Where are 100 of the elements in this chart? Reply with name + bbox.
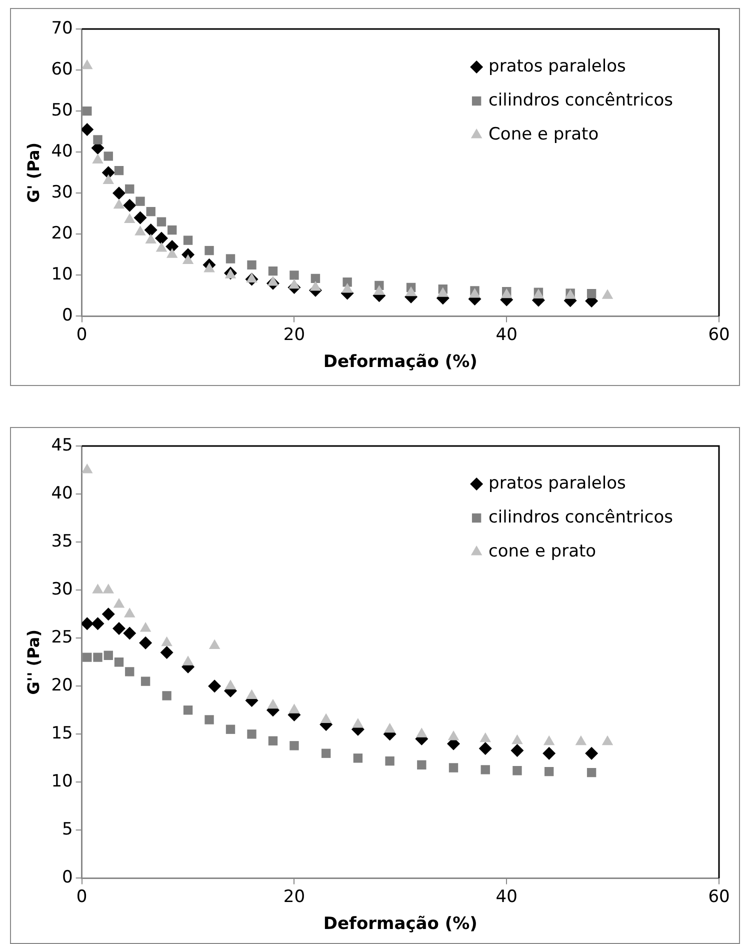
- point: [352, 718, 364, 728]
- legend-label: cone e prato: [488, 541, 596, 562]
- point: [602, 289, 614, 299]
- point: [112, 622, 126, 635]
- x-tick-label: 0: [76, 886, 88, 907]
- point: [384, 722, 396, 733]
- point: [102, 584, 114, 594]
- x-tick-label: 60: [708, 324, 730, 345]
- y-tick-label: 25: [51, 628, 73, 648]
- point: [204, 262, 215, 272]
- point: [145, 234, 156, 244]
- y-tick-label: 15: [51, 724, 73, 744]
- point: [140, 676, 150, 686]
- point: [510, 744, 524, 757]
- x-axis-title: Deformação (%): [323, 352, 478, 372]
- point: [102, 608, 115, 621]
- point: [544, 766, 554, 776]
- point: [146, 206, 156, 216]
- point: [417, 760, 426, 770]
- point: [480, 765, 490, 774]
- point: [310, 274, 320, 284]
- point: [586, 768, 596, 778]
- point: [102, 174, 114, 184]
- point: [82, 464, 93, 474]
- point: [575, 735, 587, 746]
- point: [82, 617, 94, 630]
- point: [342, 283, 353, 293]
- point: [92, 584, 104, 594]
- point: [123, 198, 136, 212]
- point: [448, 763, 458, 772]
- y-tick-label: 70: [51, 18, 73, 38]
- point: [82, 652, 92, 662]
- y-tick-label: 60: [51, 59, 73, 80]
- point: [113, 598, 125, 608]
- point: [353, 754, 363, 763]
- point: [182, 254, 194, 264]
- point: [385, 756, 394, 766]
- point: [267, 698, 279, 709]
- y-tick-label: 20: [51, 224, 73, 244]
- point: [290, 270, 299, 280]
- y-tick-label: 10: [51, 772, 73, 792]
- point: [102, 166, 115, 180]
- point: [139, 636, 152, 650]
- point: [247, 730, 256, 739]
- point: [288, 704, 300, 714]
- y-tick-label: 30: [51, 579, 73, 600]
- point: [82, 123, 94, 136]
- point: [104, 152, 113, 161]
- point: [290, 741, 299, 750]
- point: [82, 59, 93, 70]
- point: [113, 198, 125, 209]
- point: [512, 734, 523, 744]
- point: [156, 242, 168, 252]
- point: [92, 154, 104, 164]
- point: [82, 106, 92, 116]
- point: [93, 135, 102, 144]
- x-tick-label: 20: [283, 886, 306, 907]
- legend-label: Cone e prato: [488, 124, 599, 144]
- x-tick-label: 20: [283, 324, 306, 345]
- point: [156, 217, 166, 226]
- x-tick-label: 60: [708, 886, 730, 907]
- point: [104, 650, 113, 660]
- point: [123, 626, 136, 640]
- point: [246, 689, 258, 699]
- point: [288, 278, 300, 289]
- x-tick-label: 0: [76, 324, 88, 345]
- point: [136, 196, 145, 206]
- point: [585, 746, 598, 760]
- point: [125, 184, 134, 194]
- point: [478, 742, 492, 756]
- point: [320, 713, 332, 723]
- point: [161, 636, 172, 646]
- point: [166, 248, 178, 258]
- point: [246, 272, 258, 283]
- point: [183, 706, 193, 715]
- x-tick-label: 40: [496, 886, 518, 907]
- point: [321, 748, 331, 758]
- point: [226, 254, 236, 264]
- y-tick-label: 10: [51, 264, 73, 285]
- point: [168, 225, 177, 235]
- point: [448, 730, 460, 740]
- point: [268, 736, 278, 746]
- point: [160, 646, 174, 659]
- point: [247, 260, 256, 270]
- point: [134, 226, 146, 236]
- point: [134, 211, 147, 224]
- point: [166, 240, 179, 253]
- point: [268, 266, 278, 276]
- y-axis-title: G'' (Pa): [24, 629, 43, 695]
- y-tick-label: 30: [51, 182, 73, 203]
- y-tick-label: 20: [51, 676, 73, 696]
- y-tick-label: 0: [62, 306, 73, 326]
- point: [112, 186, 126, 200]
- y-tick-label: 40: [51, 483, 73, 504]
- point: [93, 652, 102, 662]
- point: [602, 735, 614, 746]
- point: [182, 656, 194, 666]
- point: [542, 746, 556, 760]
- point: [140, 622, 152, 632]
- point: [586, 289, 596, 298]
